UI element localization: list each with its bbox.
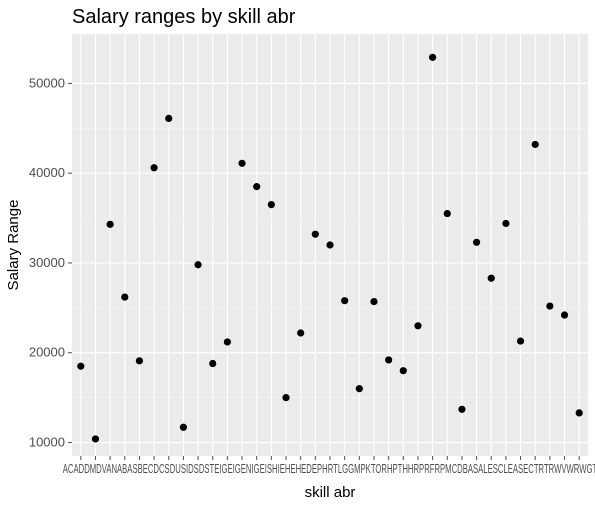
data-point [487,274,495,282]
data-point [516,337,525,345]
data-point [458,405,466,413]
grid-major [72,34,588,456]
y-tick-label: 20000 [29,345,65,360]
y-tick-label: 50000 [29,75,65,90]
data-point [179,423,188,431]
data-point [77,362,85,370]
chart-title: Salary ranges by skill abr [72,6,296,28]
data-point [531,140,539,149]
x-axis-tick-labels: ACADDMDVANABASBECDCSDUSIDSDSTEIGEIGENIGE… [63,461,595,476]
data-point [575,409,583,417]
data-point [385,356,393,364]
data-point [502,219,510,228]
y-tick-label: 40000 [29,165,65,180]
data-point [546,302,554,310]
data-point [443,209,451,218]
x-axis-title: skill abr [305,484,356,501]
data-point [209,359,217,368]
data-point [121,293,129,301]
y-tick-label: 30000 [29,255,65,270]
data-point [560,311,569,319]
y-tick-label: 10000 [29,435,65,450]
data-points [77,53,583,443]
data-point [194,261,202,269]
y-axis-title: Salary Range [5,200,22,291]
y-axis-ticks: 10000 20000 30000 40000 50000 [29,75,72,450]
data-point [355,385,363,393]
x-axis-ticks [80,456,580,460]
data-point [238,159,246,167]
data-point [429,53,437,61]
data-point [165,114,173,122]
data-point [399,367,407,375]
data-point [253,183,261,191]
data-point [91,435,100,443]
data-point [311,230,319,238]
data-point [414,322,422,330]
data-point [106,220,114,228]
data-point [135,357,144,365]
data-point [341,297,349,305]
data-point [282,394,290,402]
data-point [370,297,378,306]
data-point [472,238,481,246]
data-point [326,241,334,249]
data-point [150,164,158,172]
data-point [297,329,305,337]
data-point [267,200,275,209]
data-point [223,338,231,346]
